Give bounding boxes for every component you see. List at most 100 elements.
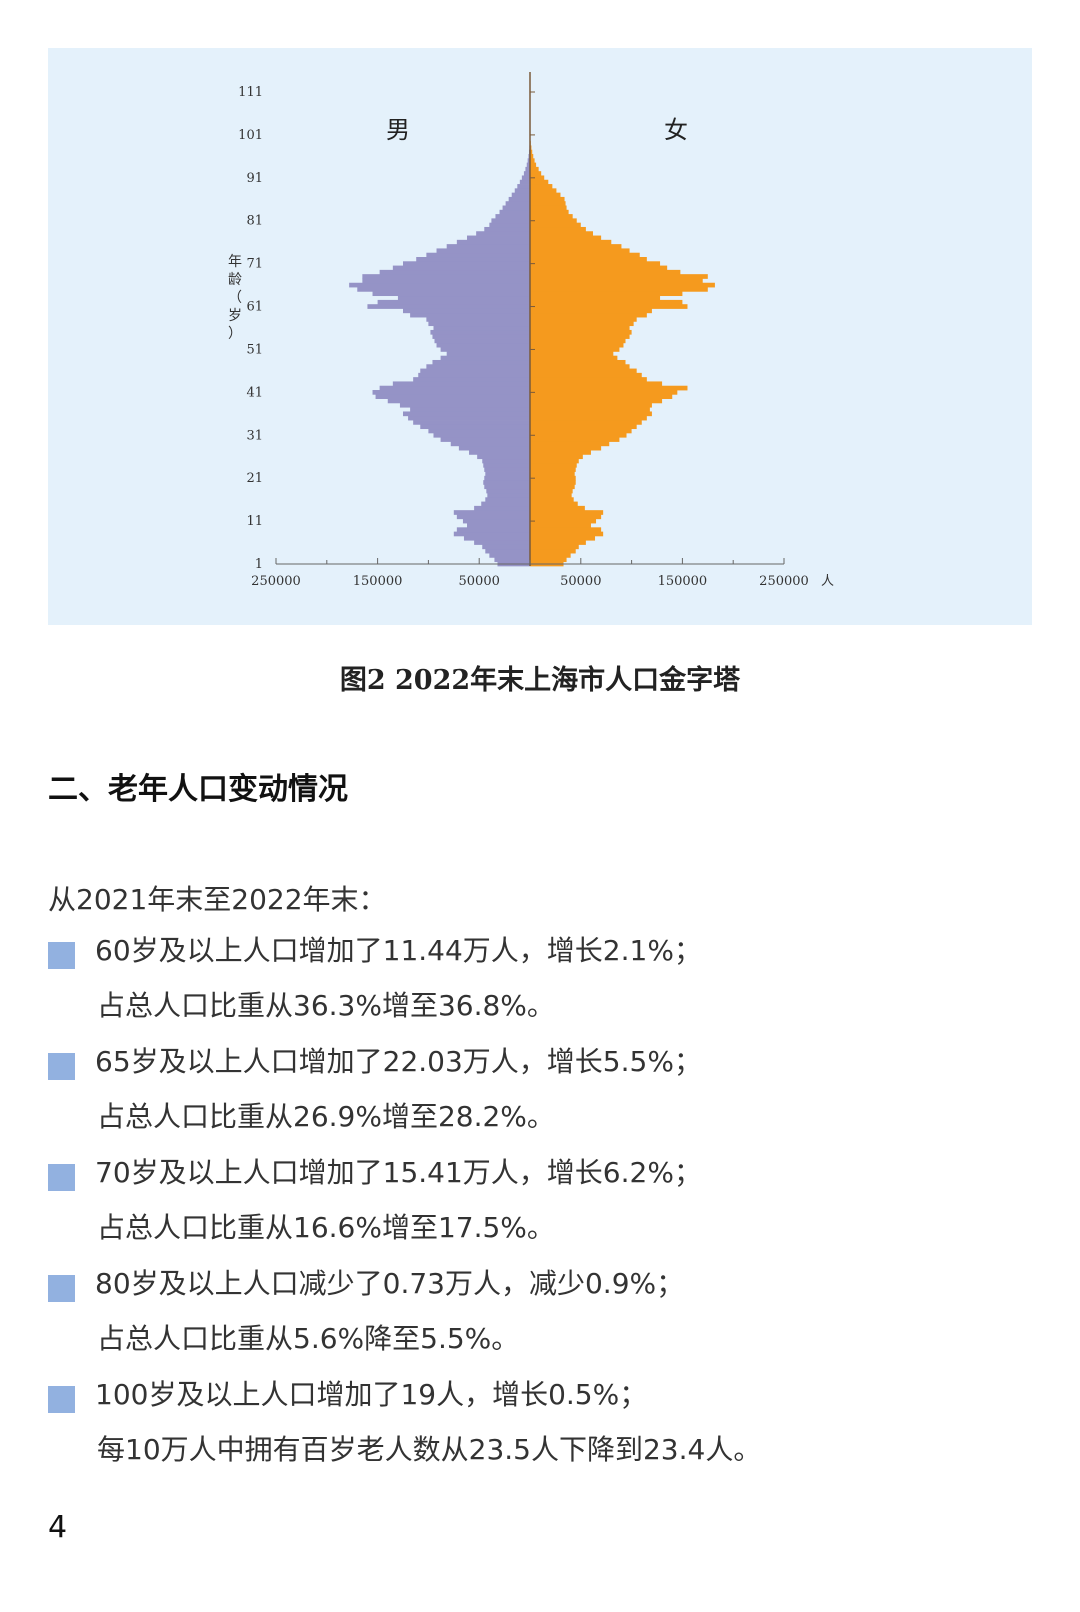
male-bar (489, 222, 530, 228)
male-bar (428, 321, 530, 327)
male-bar (485, 548, 530, 554)
male-bar (372, 390, 530, 395)
female-bar (530, 385, 688, 391)
female-bar (530, 484, 575, 490)
male-bar (450, 441, 530, 447)
population-pyramid-panel: 250000 150000 50000 50000 150000 250000 1 11 21… (48, 48, 1032, 625)
female-bar (530, 424, 637, 430)
female-bar (530, 514, 602, 520)
female-bar (530, 334, 630, 339)
bullet-square-icon (48, 942, 75, 969)
male-bar (436, 248, 530, 254)
male-bar (483, 480, 530, 485)
female-bar (530, 475, 576, 481)
male-bar (525, 166, 530, 172)
male-bar (508, 196, 530, 202)
y-axis-label-char: ） (228, 326, 242, 342)
male-bar (426, 317, 530, 322)
female-bar (530, 274, 708, 279)
female-bar (530, 184, 553, 189)
list-item: 70岁及以上人口增加了15.41万人，增长6.2%； 占总人口比重从16.6%增… (48, 1151, 1048, 1262)
female-bar (530, 252, 640, 258)
female-bar (530, 175, 545, 181)
female-bar (530, 398, 663, 404)
y-tick-label: 11 (246, 514, 263, 529)
male-bar (517, 184, 530, 189)
female-bar (530, 248, 630, 254)
male-bar (403, 411, 530, 417)
female-bar (530, 394, 673, 399)
female-bar (530, 342, 624, 348)
list-item: 65岁及以上人口增加了22.03万人，增长5.5%； 占总人口比重从26.9%增… (48, 1040, 1048, 1151)
female-bar (530, 450, 591, 455)
female-bar (530, 402, 652, 408)
male-bar (458, 445, 530, 451)
male-bar (485, 497, 530, 502)
male-bar (528, 154, 530, 159)
list-item: 80岁及以上人口减少了0.73万人，减少0.9%； 占总人口比重从5.6%降至5… (48, 1262, 1048, 1373)
female-bar (530, 411, 652, 417)
male-bar (426, 252, 530, 258)
male-bar (514, 188, 530, 194)
male-bar (494, 557, 530, 563)
male-bar (485, 471, 530, 477)
male-bar (453, 531, 530, 537)
female-bar (530, 544, 579, 550)
male-bar (477, 454, 530, 460)
male-bar (476, 231, 530, 236)
list-item: 60岁及以上人口增加了11.44万人，增长2.1%； 占总人口比重从36.3%增… (48, 929, 1048, 1040)
stat-line-secondary: 占总人口比重从36.3%增至36.8%。 (97, 989, 555, 1022)
bullet-square-icon (48, 1386, 75, 1413)
male-bar (362, 278, 530, 284)
male-bar (482, 544, 530, 550)
female-bar (530, 166, 539, 172)
female-bar (530, 540, 586, 545)
stat-line-primary: 60岁及以上人口增加了11.44万人，增长2.1%； (95, 934, 702, 967)
male-bar (349, 282, 530, 288)
female-bar (530, 420, 642, 425)
female-bar (530, 553, 571, 558)
female-bar (530, 535, 596, 541)
stat-line-secondary: 占总人口比重从16.6%增至17.5%。 (97, 1211, 555, 1244)
female-bar (530, 269, 681, 275)
male-bar (418, 372, 530, 378)
female-bar (530, 454, 583, 460)
male-bar (467, 523, 530, 528)
female-bar (530, 467, 576, 472)
male-bar (511, 192, 530, 198)
male-bar (410, 312, 530, 318)
female-bar (530, 299, 683, 305)
male-bar (432, 334, 530, 339)
female-bar (530, 222, 581, 228)
male-bar (440, 437, 530, 442)
female-bar (530, 261, 661, 266)
male-label: 男 (386, 116, 410, 144)
female-bar (530, 471, 575, 477)
bullet-square-icon (48, 1275, 75, 1302)
female-bar (530, 445, 602, 451)
male-bar (484, 475, 530, 481)
male-bar (420, 368, 530, 374)
male-bar (502, 205, 530, 211)
male-bar (357, 287, 530, 292)
female-bar (530, 531, 604, 537)
male-bar (456, 514, 530, 520)
y-tick-label: 91 (246, 171, 263, 186)
female-bar (530, 308, 652, 314)
male-bar (474, 505, 530, 511)
y-tick-label: 1 (255, 557, 263, 572)
female-bar (530, 239, 612, 245)
female-bar (530, 347, 620, 352)
male-bar (440, 355, 530, 361)
male-bar (413, 377, 530, 382)
male-bar (521, 175, 530, 181)
male-bar (487, 493, 530, 498)
female-bar (530, 154, 534, 159)
female-bar (530, 381, 663, 387)
female-bar (530, 214, 573, 219)
female-bar (530, 282, 715, 288)
male-bar (440, 347, 530, 352)
female-bar (530, 196, 565, 202)
female-bar (530, 432, 627, 438)
